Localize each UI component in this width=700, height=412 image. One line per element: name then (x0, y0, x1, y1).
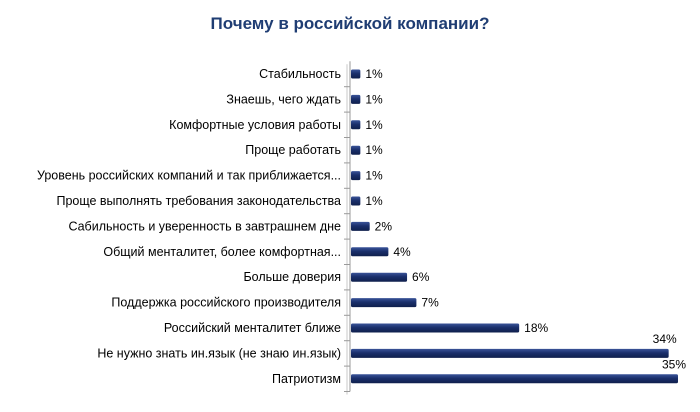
data-label: 1% (365, 92, 383, 106)
data-label: 6% (412, 270, 430, 284)
data-label: 4% (393, 245, 411, 259)
category-label: Больше доверия (243, 270, 341, 284)
data-label: 35% (662, 357, 686, 371)
bar (351, 196, 361, 206)
category-label: Общий менталитет, более комфортная... (103, 245, 341, 259)
bar (351, 374, 678, 384)
data-label: 1% (365, 143, 383, 157)
category-label: Комфортные условия работы (169, 118, 341, 132)
bar (351, 298, 417, 308)
category-label: Уровень российских компаний и так прибли… (37, 169, 341, 183)
category-label: Поддержка российского производителя (111, 296, 341, 310)
bar (351, 348, 669, 358)
bar (351, 120, 361, 130)
bar (351, 221, 370, 231)
bar (351, 145, 361, 155)
bar (351, 247, 389, 257)
category-label: Российский менталитет ближе (164, 321, 341, 335)
category-label: Стабильность (259, 67, 341, 81)
data-label: 1% (365, 118, 383, 132)
data-label: 34% (653, 332, 677, 346)
data-label: 1% (365, 194, 383, 208)
category-label: Проще работать (245, 143, 341, 157)
category-label: Патриотизм (272, 372, 341, 386)
category-label: Сабильность и уверенность в завтрашнем д… (68, 219, 341, 233)
data-label: 1% (365, 67, 383, 81)
category-label: Проще выполнять требования законодательс… (56, 194, 341, 208)
data-label: 18% (524, 321, 548, 335)
category-label: Знаешь, чего ждать (226, 92, 341, 106)
data-label: 1% (365, 169, 383, 183)
chart-title: Почему в российской компании? (210, 14, 490, 33)
bar (351, 69, 361, 79)
bar (351, 323, 520, 333)
bar (351, 171, 361, 181)
data-label: 2% (375, 219, 393, 233)
data-label: 7% (421, 296, 439, 310)
bar (351, 94, 361, 104)
category-label: Не нужно знать ин.язык (не знаю ин.язык) (97, 346, 341, 360)
bar (351, 272, 408, 282)
